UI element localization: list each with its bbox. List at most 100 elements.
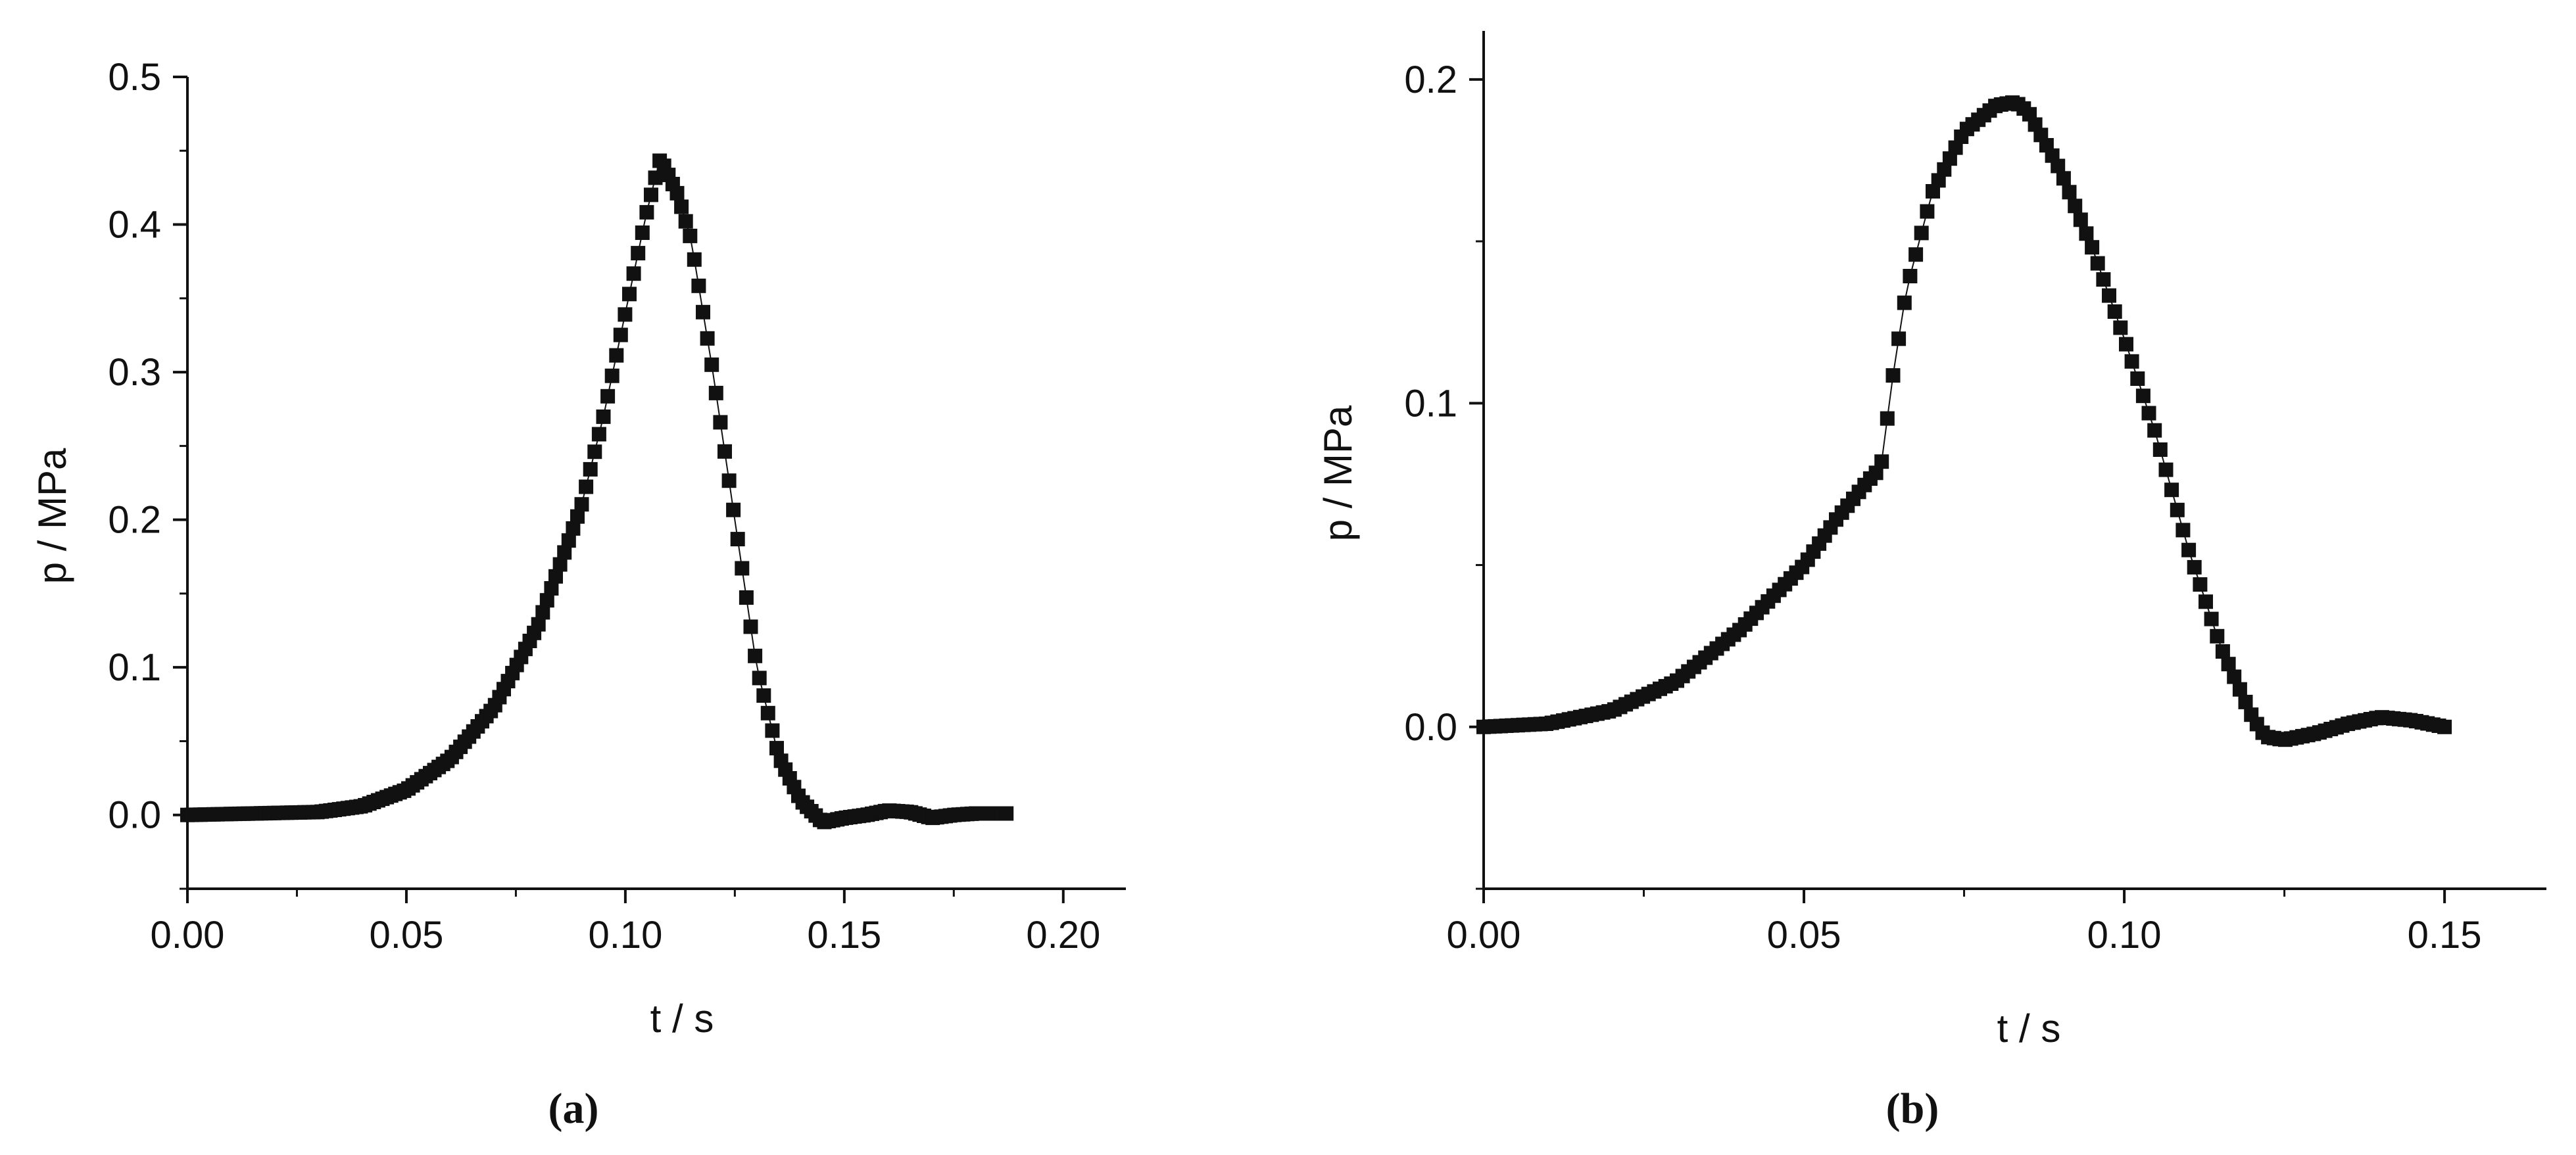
data-point <box>2090 256 2105 271</box>
data-point <box>2124 354 2139 369</box>
data-point <box>2193 577 2208 592</box>
data-point <box>2062 185 2077 200</box>
data-point <box>1885 368 1901 383</box>
data-point <box>1926 184 1940 199</box>
data-point <box>674 199 689 214</box>
data-point <box>1903 269 1918 283</box>
data-point <box>1920 204 1935 219</box>
data-point <box>1891 331 1907 346</box>
panel-a-data-points <box>180 153 1014 830</box>
data-point <box>2158 462 2174 477</box>
data-point <box>535 605 550 620</box>
data-point <box>739 590 754 605</box>
x-tick-label: 0.10 <box>2087 914 2162 956</box>
x-tick-label: 0.05 <box>1767 914 1841 956</box>
data-point <box>765 723 780 738</box>
data-point <box>539 593 554 608</box>
y-tick-label: 0.4 <box>108 204 161 247</box>
data-point <box>2215 644 2230 659</box>
data-point <box>1914 225 1929 241</box>
y-tick-label: 0.1 <box>1404 382 1457 425</box>
data-point <box>1948 140 1963 155</box>
data-point <box>730 532 745 547</box>
y-tick-label: 0.0 <box>1404 706 1457 749</box>
data-point <box>2437 719 2452 734</box>
data-point <box>552 557 568 572</box>
x-tick-label: 0.15 <box>807 914 881 956</box>
data-point <box>2141 406 2156 421</box>
data-point <box>760 705 775 720</box>
y-tick-label: 0.0 <box>108 794 161 837</box>
data-point <box>752 671 767 686</box>
data-point <box>2102 288 2116 303</box>
y-tick-label: 0.1 <box>108 646 161 689</box>
chart-panel-b: 0.00 0.05 0.10 0.150.00.10.2 t / s p / MPa … <box>1316 31 2546 1133</box>
data-point <box>769 741 784 756</box>
x-tick-label: 0.15 <box>2408 914 2482 956</box>
data-point <box>648 170 663 185</box>
data-point <box>2096 272 2111 287</box>
y-tick-label: 0.2 <box>1404 59 1457 101</box>
data-point <box>2199 594 2213 609</box>
data-point <box>579 479 594 494</box>
data-point <box>1908 247 1924 262</box>
data-point <box>2056 171 2071 186</box>
data-point <box>2113 320 2128 335</box>
data-point <box>631 246 646 261</box>
data-point <box>2073 212 2088 227</box>
data-point <box>1897 295 1912 310</box>
data-point <box>635 225 650 240</box>
data-point <box>2232 682 2247 697</box>
data-point <box>2135 389 2151 404</box>
data-point <box>639 204 654 220</box>
data-point <box>683 228 698 243</box>
data-point <box>609 348 624 363</box>
y-tick-label: 0.2 <box>108 499 161 542</box>
data-point <box>713 415 728 430</box>
data-point <box>531 617 546 632</box>
panel-a-x-axis-label: t / s <box>650 997 714 1041</box>
data-point <box>604 368 620 383</box>
data-point <box>999 806 1014 821</box>
data-point <box>626 266 641 281</box>
data-point <box>2051 158 2066 174</box>
data-point <box>743 619 758 634</box>
data-point <box>2068 199 2083 214</box>
data-point <box>583 461 598 477</box>
y-tick-label: 0.3 <box>108 351 161 394</box>
data-point <box>2147 423 2162 438</box>
data-point <box>2238 694 2253 709</box>
data-point <box>1880 411 1895 426</box>
x-tick-label: 0.10 <box>588 914 662 956</box>
data-point <box>618 307 633 322</box>
data-point <box>1868 465 1883 481</box>
data-point <box>687 252 702 267</box>
data-point <box>669 185 685 200</box>
data-point <box>700 331 715 346</box>
data-point <box>1942 151 1957 166</box>
data-point <box>2227 669 2242 684</box>
data-point <box>721 473 737 488</box>
data-point <box>644 187 658 202</box>
data-point <box>566 521 581 536</box>
data-point <box>2204 611 2219 626</box>
panel-b-axes <box>1482 31 2546 890</box>
data-point <box>2187 559 2202 575</box>
data-point <box>1931 173 1946 188</box>
data-point <box>2221 657 2236 672</box>
data-point <box>2085 240 2100 255</box>
panel-b-ticks: 0.00 0.05 0.10 0.15 0.0 0.1 0.2 <box>1404 59 2481 956</box>
data-point <box>548 569 563 584</box>
x-tick-label: 0.00 <box>1447 914 1521 956</box>
data-point <box>2152 442 2168 457</box>
panel-a-ticks: 0.00 0.05 0.10 0.15 0.20 0.0 0.1 0.2 0.3 0.4 0.5 <box>108 56 1100 956</box>
data-point <box>591 427 606 442</box>
data-point <box>2210 628 2225 644</box>
data-point <box>544 581 559 596</box>
panel-a-axes <box>186 77 1126 890</box>
data-point <box>2181 542 2197 557</box>
data-point <box>717 444 732 459</box>
data-point <box>1937 162 1952 177</box>
panel-a-y-axis-label: p / MPa <box>30 448 74 584</box>
